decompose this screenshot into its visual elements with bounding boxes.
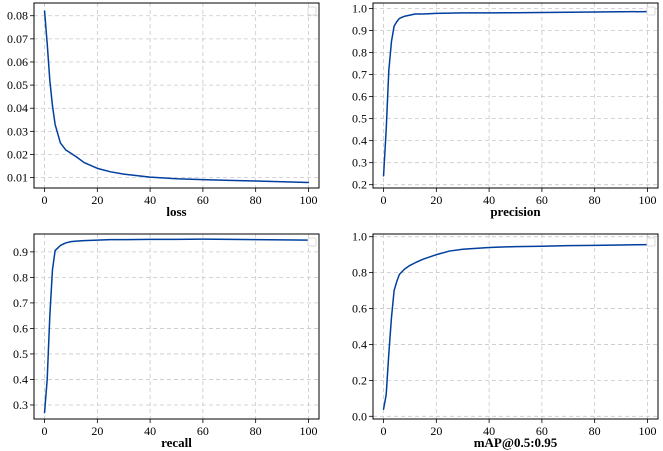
x-tick-label: 60	[536, 193, 548, 207]
panel-precision: 0 20 40 60 80 100 0.2 0.3 0.4 0.5 0.6 0.7 0.8 0.9 1.0 p…	[352, 2, 659, 219]
x-tick-label: 100	[638, 424, 656, 438]
y-tick-label: 0.4	[352, 134, 367, 148]
y-tick-label: 0.3	[352, 156, 367, 170]
y-tick-label: 0.8	[352, 266, 367, 280]
x-tick-label: 100	[299, 193, 317, 207]
panel-recall: 0 20 40 60 80 100 0.3 0.4 0.5 0.6 0.7 0.8 0.9 recall	[13, 233, 320, 450]
y-tick-label: 0.6	[13, 321, 28, 335]
legend-box	[307, 6, 317, 16]
series-line	[382, 243, 649, 410]
panel-map: 0 20 40 60 80 100 0.0 0.2 0.4 0.6 0.8 1.0 mAP@0.5:0.…	[352, 230, 659, 450]
x-tick-label: 20	[91, 424, 103, 438]
x-tick-label: 60	[536, 424, 548, 438]
plot-frame	[33, 2, 320, 189]
y-tick-label: 0.06	[7, 55, 28, 69]
x-tick-label: 20	[430, 424, 442, 438]
y-tick-label: 0.05	[7, 78, 28, 92]
y-tick-label: 0.6	[352, 302, 367, 316]
legend-box	[307, 237, 317, 247]
x-tick-label: 80	[250, 193, 262, 207]
x-tick-label: 80	[589, 193, 601, 207]
series-line	[43, 10, 310, 184]
x-tick-label: 0	[381, 424, 387, 438]
panel-loss: 0 20 40 60 80 100 0.01 0.02 0.03 0.04 0.05 0.06 0.07…	[7, 2, 320, 219]
plot-frame	[33, 233, 320, 420]
y-tick-label: 0.01	[7, 171, 28, 185]
y-tick-label: 0.03	[7, 124, 28, 138]
x-tick-label: 100	[638, 193, 656, 207]
y-tick-label: 0.07	[7, 32, 28, 46]
y-tick-label: 0.2	[352, 373, 367, 387]
y-tick-label: 0.7	[13, 296, 28, 310]
y-tick-label: 0.7	[352, 68, 367, 82]
series-line	[43, 238, 310, 414]
y-tick-label: 0.3	[13, 398, 28, 412]
y-tick-label: 0.5	[13, 347, 28, 361]
legend-box	[646, 6, 656, 16]
legend-box	[646, 237, 656, 247]
y-tick-label: 0.0	[352, 409, 367, 423]
x-tick-label: 60	[197, 193, 209, 207]
y-tick-label: 0.04	[7, 101, 28, 115]
x-tick-label: 80	[250, 424, 262, 438]
x-axis-label: recall	[161, 435, 192, 450]
y-tick-label: 0.9	[13, 245, 28, 259]
y-tick-label: 0.9	[352, 24, 367, 38]
x-tick-label: 0	[42, 193, 48, 207]
x-tick-label: 60	[197, 424, 209, 438]
y-tick-label: 0.8	[13, 270, 28, 284]
x-tick-label: 0	[381, 193, 387, 207]
y-tick-label: 0.8	[352, 46, 367, 60]
x-axis-label: precision	[490, 204, 541, 219]
plot-frame	[372, 2, 659, 189]
y-tick-label: 0.2	[352, 178, 367, 192]
y-tick-label: 0.6	[352, 90, 367, 104]
y-tick-label: 0.08	[7, 9, 28, 23]
x-tick-label: 20	[91, 193, 103, 207]
plot-frame	[372, 233, 659, 420]
x-tick-label: 40	[483, 193, 495, 207]
x-tick-label: 100	[299, 424, 317, 438]
x-tick-label: 80	[589, 424, 601, 438]
y-tick-label: 0.4	[13, 372, 28, 386]
x-tick-label: 40	[144, 424, 156, 438]
x-tick-label: 0	[42, 424, 48, 438]
x-axis-label: loss	[166, 204, 186, 219]
x-axis-label: mAP@0.5:0.95	[474, 435, 558, 450]
y-tick-label: 0.02	[7, 147, 28, 161]
x-tick-label: 20	[430, 193, 442, 207]
series-line	[382, 10, 649, 177]
y-tick-label: 0.4	[352, 337, 367, 351]
x-tick-label: 40	[483, 424, 495, 438]
y-tick-label: 1.0	[352, 230, 367, 244]
y-tick-label: 1.0	[352, 2, 367, 16]
y-tick-label: 0.5	[352, 112, 367, 126]
x-tick-label: 40	[144, 193, 156, 207]
